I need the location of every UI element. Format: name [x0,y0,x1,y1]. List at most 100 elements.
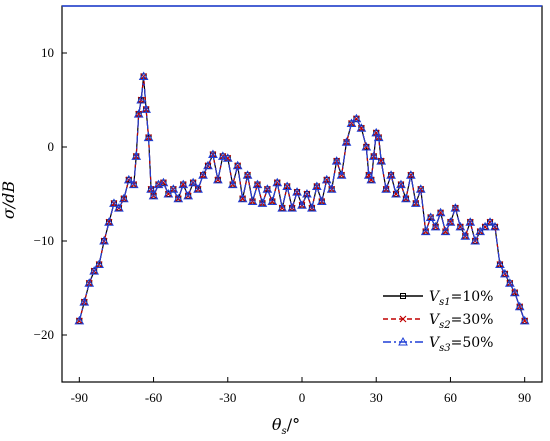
legend-label-sub: s3 [439,343,451,354]
data-point [336,170,347,179]
x-axis-label-unit: /° [287,415,300,434]
data-point [357,124,365,132]
data-point [519,315,530,325]
data-point [401,193,411,203]
data-point [521,317,529,325]
data-point [74,315,85,325]
data-point [485,217,495,226]
data-point [227,179,238,189]
data-point [346,118,357,127]
data-point [143,132,154,142]
data-point [406,170,416,179]
data-point [118,193,129,203]
data-point [410,198,421,207]
y-tick-label: 0 [48,139,55,154]
data-point [311,181,322,190]
x-tick-label: 0 [299,390,306,405]
data-point [278,204,286,212]
x-axis-label-main: θ [272,415,282,434]
plot-area [61,5,543,383]
data-point [135,110,143,118]
data-point [297,200,307,209]
data-point [109,198,119,207]
data-point [381,184,391,193]
data-point [341,137,352,146]
x-tick-label: -90 [71,390,88,405]
data-point [188,177,198,187]
data-point [460,231,471,240]
data-point [277,203,288,212]
data-point [504,278,515,287]
data-point [495,259,505,268]
data-point [84,278,95,287]
data-point [146,184,156,193]
x-axis-label: θs/° [272,415,300,437]
data-point [247,196,258,206]
data-point [514,301,525,311]
x-axis-label-sub: s [282,426,287,437]
data-point [430,221,441,231]
series-3 [74,71,530,325]
legend-label: Vs1=10% [429,289,493,308]
data-point [237,193,248,203]
data-point [79,297,90,306]
legend-label: Vs2=30% [429,312,493,331]
data-point [287,203,297,212]
data-point [217,151,228,160]
data-point [262,184,273,193]
data-point [242,170,253,179]
data-point [141,104,151,113]
data-point [396,179,406,189]
data-point [331,156,342,165]
data-point [386,170,396,179]
data-point [222,153,233,162]
data-point [391,188,401,198]
y-tick-label: −10 [34,233,54,248]
data-point [158,177,169,187]
data-point [302,188,312,198]
data-point [208,149,218,159]
x-tick-label: -60 [145,390,162,405]
data-point [232,160,243,170]
data-point [168,184,179,193]
data-point [94,259,104,268]
legend-label-main: V [429,312,441,328]
data-point [475,226,486,236]
data-point [89,266,100,275]
x-tick-label: 60 [444,390,457,405]
data-point [282,181,293,190]
legend-marker [399,315,407,323]
data-point [178,179,189,189]
data-point [252,179,263,189]
data-point [392,190,400,198]
data-point [316,196,327,206]
data-point [131,151,142,160]
data-point [133,109,144,118]
data-point [160,179,167,187]
data-point [267,196,278,206]
data-point [321,174,332,184]
data-point [447,218,454,226]
data-point [490,221,500,231]
data-point [326,184,337,193]
data-point [509,287,520,297]
data-point [455,221,466,231]
data-point [123,174,134,184]
data-point [371,127,382,137]
data-point [450,203,461,212]
data-point [198,170,208,179]
y-tick-label: 10 [41,45,54,60]
x-tick-label: 30 [370,390,383,405]
legend-label-value: =10% [451,289,494,305]
data-point [442,228,449,236]
data-point [268,198,276,205]
data-point [440,226,451,236]
data-point [465,217,476,226]
y-tick-label: −20 [34,327,54,342]
legend: Vs1=10%Vs2=30%Vs3=50% [383,289,493,354]
data-point [377,157,385,165]
data-point [500,268,510,278]
legend-label-main: V [429,335,441,351]
data-point [213,174,223,184]
